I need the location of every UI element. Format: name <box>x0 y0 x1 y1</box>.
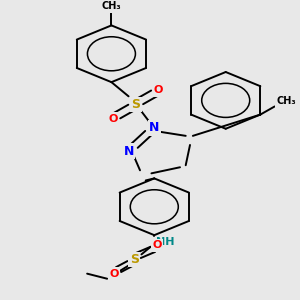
Text: O: O <box>108 114 118 124</box>
Text: O: O <box>154 85 163 95</box>
Text: O: O <box>152 240 162 250</box>
Text: N: N <box>123 145 134 158</box>
Text: NH: NH <box>157 237 175 247</box>
Text: O: O <box>110 269 119 279</box>
Text: S: S <box>130 253 139 266</box>
Text: CH₃: CH₃ <box>102 1 121 11</box>
Text: CH₃: CH₃ <box>276 96 296 106</box>
Text: S: S <box>131 98 140 111</box>
Text: N: N <box>149 121 160 134</box>
